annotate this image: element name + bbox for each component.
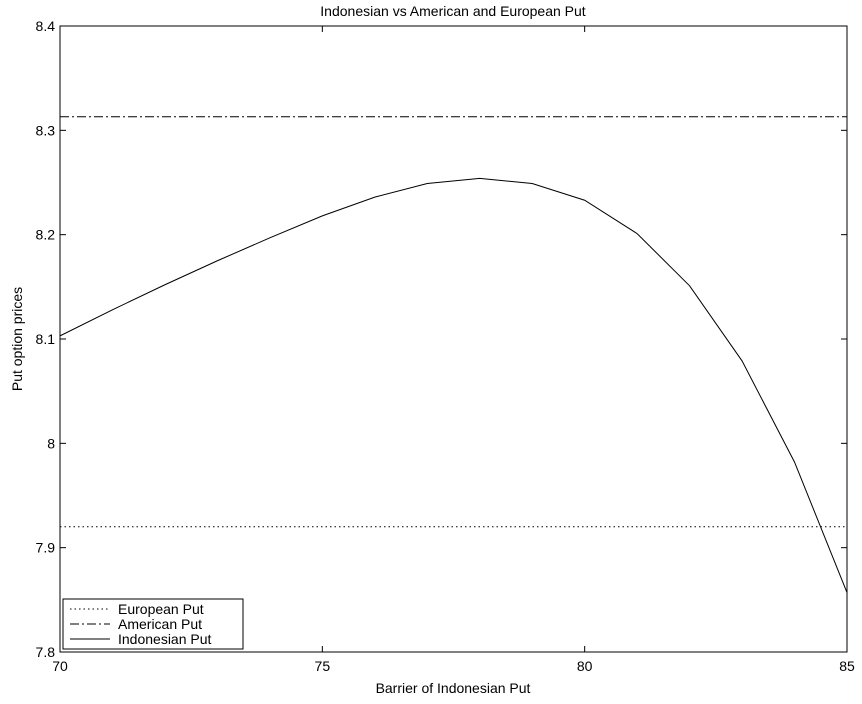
chart-title: Indonesian vs American and European Put (320, 3, 586, 19)
y-tick-label: 8.3 (36, 122, 56, 138)
y-tick-label: 7.8 (36, 644, 56, 660)
legend-label: European Put (118, 601, 204, 617)
y-tick-label: 8.4 (36, 18, 56, 34)
x-tick-label: 70 (52, 658, 68, 674)
y-axis: 7.8 7.9 8 8.1 8.2 8.3 8.4 (36, 18, 847, 660)
y-tick-label: 7.9 (36, 540, 56, 556)
legend-label: Indonesian Put (118, 631, 212, 647)
series-line-indonesian-put (59, 177, 848, 593)
legend-label: American Put (118, 616, 202, 632)
y-tick-label: 8.1 (36, 331, 56, 347)
x-tick-label: 80 (577, 658, 593, 674)
y-tick-label: 8.2 (36, 227, 56, 243)
plot-area (59, 116, 848, 593)
x-axis: 70 75 80 85 (52, 26, 855, 674)
y-tick-label: 8 (47, 435, 55, 451)
x-axis-label: Barrier of Indonesian Put (376, 680, 531, 696)
y-axis-label: Put option prices (9, 287, 25, 391)
x-tick-label: 85 (839, 658, 855, 674)
x-tick-label: 75 (315, 658, 331, 674)
